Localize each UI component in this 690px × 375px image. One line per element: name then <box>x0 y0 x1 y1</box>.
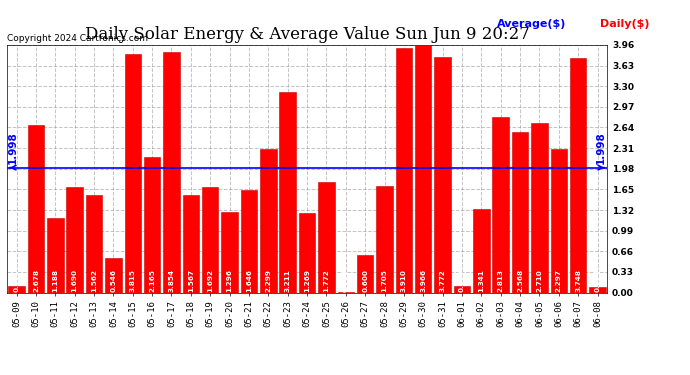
Bar <box>357 255 373 292</box>
Text: 1.296: 1.296 <box>226 269 233 292</box>
Text: 0.109: 0.109 <box>459 269 465 292</box>
Text: 1.772: 1.772 <box>324 269 329 292</box>
Bar <box>28 125 44 292</box>
Bar <box>376 186 393 292</box>
Text: Daily($): Daily($) <box>600 19 650 29</box>
Bar <box>105 258 121 292</box>
Text: 1.998: 1.998 <box>596 132 607 165</box>
Text: 1.562: 1.562 <box>91 269 97 292</box>
Bar <box>551 149 567 292</box>
Bar <box>221 211 238 292</box>
Bar <box>493 117 509 292</box>
Bar <box>183 195 199 292</box>
Text: 3.854: 3.854 <box>168 269 175 292</box>
Bar <box>8 286 25 292</box>
Bar <box>260 149 277 292</box>
Text: 1.188: 1.188 <box>52 269 59 292</box>
Title: Daily Solar Energy & Average Value Sun Jun 9 20:27: Daily Solar Energy & Average Value Sun J… <box>85 27 529 44</box>
Bar <box>299 213 315 292</box>
Bar <box>202 187 219 292</box>
Bar <box>570 58 586 292</box>
Text: 1.998: 1.998 <box>8 132 18 165</box>
Text: 3.748: 3.748 <box>575 269 581 292</box>
Bar <box>454 286 470 292</box>
Bar <box>415 45 431 292</box>
Bar <box>435 57 451 292</box>
Text: 1.692: 1.692 <box>207 269 213 292</box>
Text: 2.678: 2.678 <box>33 269 39 292</box>
Text: 2.299: 2.299 <box>266 269 271 292</box>
Text: 3.211: 3.211 <box>285 269 290 292</box>
Text: 0.094: 0.094 <box>595 269 600 292</box>
Bar <box>473 209 490 292</box>
Bar <box>512 132 529 292</box>
Bar <box>241 190 257 292</box>
Text: 1.567: 1.567 <box>188 269 194 292</box>
Text: 3.910: 3.910 <box>401 269 407 292</box>
Text: 1.646: 1.646 <box>246 269 252 292</box>
Text: Average($): Average($) <box>497 19 566 29</box>
Bar <box>124 54 141 292</box>
Text: 2.813: 2.813 <box>497 269 504 292</box>
Text: 0.010: 0.010 <box>343 269 348 292</box>
Bar <box>144 157 160 292</box>
Text: 2.297: 2.297 <box>555 269 562 292</box>
Text: 2.568: 2.568 <box>517 269 523 292</box>
Text: 0.546: 0.546 <box>110 269 117 292</box>
Bar <box>47 218 63 292</box>
Bar <box>66 187 83 292</box>
Bar <box>279 92 296 292</box>
Text: 0.600: 0.600 <box>362 269 368 292</box>
Bar <box>164 52 179 292</box>
Text: Copyright 2024 Cartronics.com: Copyright 2024 Cartronics.com <box>7 34 148 43</box>
Bar <box>589 286 606 292</box>
Bar <box>395 48 412 292</box>
Bar <box>318 182 335 292</box>
Text: 1.690: 1.690 <box>72 269 78 292</box>
Text: 2.710: 2.710 <box>536 269 542 292</box>
Text: 1.341: 1.341 <box>478 269 484 292</box>
Text: 2.165: 2.165 <box>149 269 155 292</box>
Text: 3.772: 3.772 <box>440 269 446 292</box>
Bar <box>531 123 548 292</box>
Text: 3.966: 3.966 <box>420 269 426 292</box>
Text: 1.705: 1.705 <box>382 269 388 292</box>
Text: 0.101: 0.101 <box>14 269 19 292</box>
Text: 1.269: 1.269 <box>304 269 310 292</box>
Text: 3.815: 3.815 <box>130 269 136 292</box>
Bar <box>86 195 102 292</box>
